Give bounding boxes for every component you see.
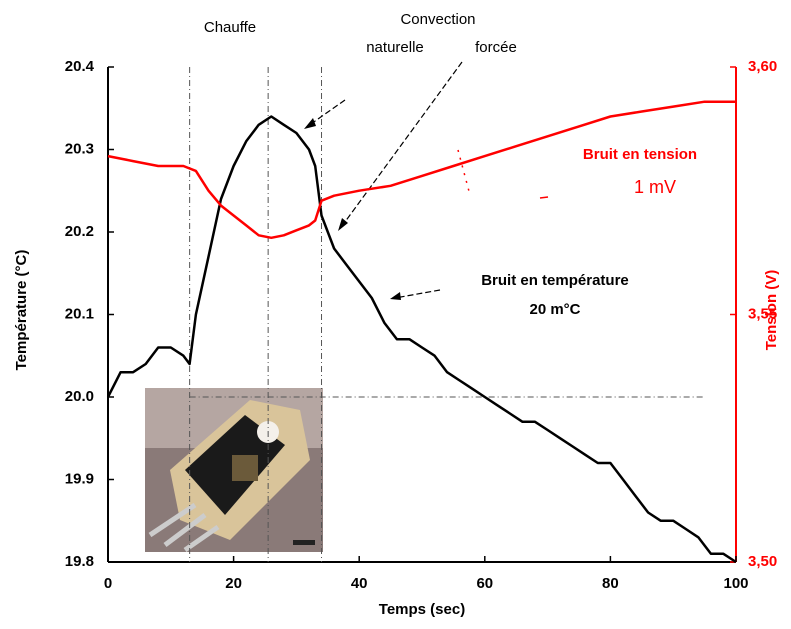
x-tick-label: 60 [476,575,493,592]
y-axis-label: Température (°C) [13,250,30,371]
annotation: Convection [400,11,475,28]
y-tick-label: 19.9 [65,470,94,487]
annotation: forcée [475,39,517,56]
y2-tick-label: 3,50 [748,553,777,570]
x-tick-label: 40 [351,575,368,592]
annotation: Chauffe [204,19,256,36]
annotation: Bruit en température [481,272,629,289]
annotation: naturelle [366,39,424,56]
data-line [107,100,736,240]
y-tick-label: 20.0 [65,388,94,405]
annotation: 20 m°C [529,301,580,318]
annotation: 1 mV [634,177,676,197]
y2-tick-label: 3,60 [748,58,777,75]
y-tick-label: 20.3 [65,140,94,157]
y-tick-label: 20.2 [65,223,94,240]
x-tick-label: 100 [723,575,748,592]
y-tick-label: 20.4 [65,58,95,75]
noise-marks [457,149,549,199]
x-tick-label: 20 [225,575,242,592]
annotation: Bruit en tension [583,146,697,163]
y-tick-label: 19.8 [65,553,94,570]
y2-tick-label: 3,55 [748,305,777,322]
arrow-heads [304,118,401,300]
y2-axis-label: Tension (V) [763,270,780,351]
x-axis-label: Temps (sec) [379,601,465,618]
x-tick-label: 80 [602,575,619,592]
x-tick-label: 0 [104,575,112,592]
photo-inset [145,388,323,553]
arrows [307,61,463,299]
data-line [106,115,737,564]
y-tick-label: 20.1 [65,305,94,322]
